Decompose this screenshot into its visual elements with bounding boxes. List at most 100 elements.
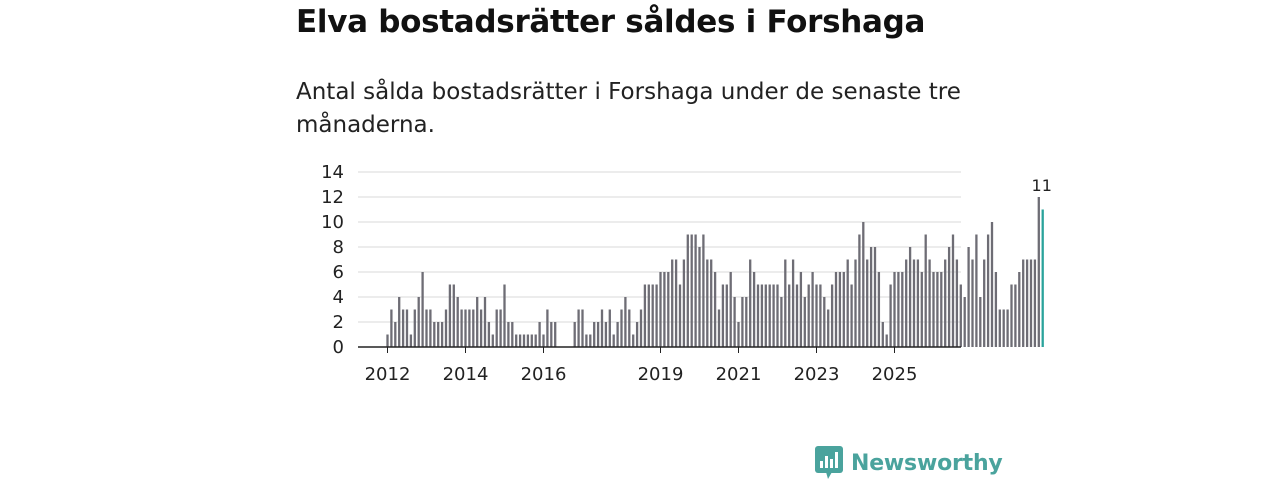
bar (1029, 259, 1033, 347)
y-tick-label: 4 (333, 287, 344, 308)
bar (1006, 309, 1009, 347)
bar (975, 234, 978, 347)
bar (495, 309, 498, 347)
bar (1010, 284, 1013, 347)
bar (671, 259, 674, 347)
bar (468, 309, 471, 347)
bar (838, 272, 842, 347)
bar (698, 247, 701, 347)
bar (737, 322, 740, 347)
bar (639, 309, 643, 347)
bar (1037, 197, 1040, 347)
bar (686, 234, 689, 347)
bar (749, 259, 752, 347)
bar (655, 284, 658, 347)
bar (596, 322, 600, 347)
bar (710, 259, 713, 347)
bar (951, 234, 955, 347)
bar (585, 334, 588, 347)
bar (635, 322, 639, 347)
bar (421, 272, 424, 347)
bar (390, 309, 393, 347)
bar (959, 284, 962, 347)
bar (912, 259, 916, 347)
bar (791, 259, 795, 347)
bar (866, 259, 869, 347)
bar (678, 284, 682, 347)
bar (628, 309, 631, 347)
bar (440, 322, 444, 347)
newsworthy-logo-icon (815, 446, 843, 479)
bar (854, 259, 857, 347)
bar (803, 297, 806, 347)
bar (476, 297, 479, 347)
y-tick-label: 12 (321, 187, 344, 208)
bar (651, 284, 654, 347)
bar (491, 334, 494, 347)
bar (994, 272, 998, 347)
bar (897, 272, 900, 347)
bar (827, 309, 830, 347)
bar (413, 309, 416, 347)
bar (1033, 259, 1037, 347)
bar (659, 272, 662, 347)
bar (729, 272, 732, 347)
x-tick-label: 2014 (443, 364, 489, 385)
bar (530, 334, 533, 347)
bar (503, 284, 506, 347)
bar (515, 334, 518, 347)
y-tick-label: 2 (333, 312, 344, 333)
bar (487, 322, 491, 347)
bar (483, 297, 487, 347)
bar (542, 334, 545, 347)
bar (745, 297, 748, 347)
bar (811, 272, 814, 347)
bar (986, 234, 990, 347)
bar (819, 284, 822, 347)
bar (936, 272, 939, 347)
newsworthy-logo-text: Newsworthy (851, 450, 1003, 476)
bar (967, 247, 970, 347)
bar (799, 272, 803, 347)
bar (620, 309, 623, 347)
bar (522, 334, 526, 347)
bar (581, 309, 584, 347)
bar (764, 284, 767, 347)
bar (589, 334, 592, 347)
bar (472, 309, 475, 347)
bar (690, 234, 693, 347)
bar (971, 259, 974, 347)
bar (788, 284, 791, 347)
bar (534, 334, 537, 347)
bar (1025, 259, 1029, 347)
bar (386, 334, 389, 347)
bar (780, 297, 783, 347)
bar (674, 259, 678, 347)
bar (604, 322, 608, 347)
bar (706, 259, 709, 347)
bar (725, 284, 728, 347)
bar (702, 234, 705, 347)
bar (444, 309, 448, 347)
bar (784, 259, 787, 347)
bar (409, 334, 413, 347)
bar (398, 297, 401, 347)
bar (612, 334, 615, 347)
bar (979, 297, 982, 347)
bar (760, 284, 764, 347)
bar (990, 222, 994, 347)
x-tick-label: 2012 (365, 364, 411, 385)
bar (983, 259, 986, 347)
bar (815, 284, 818, 347)
bar (776, 284, 779, 347)
bar (608, 309, 611, 347)
bar (862, 222, 865, 347)
bar (916, 259, 920, 347)
bar (464, 309, 467, 347)
bar (663, 272, 666, 347)
bar (733, 297, 736, 347)
bar (795, 284, 799, 347)
bar (632, 334, 635, 347)
bar (752, 272, 756, 347)
bar (643, 284, 647, 347)
